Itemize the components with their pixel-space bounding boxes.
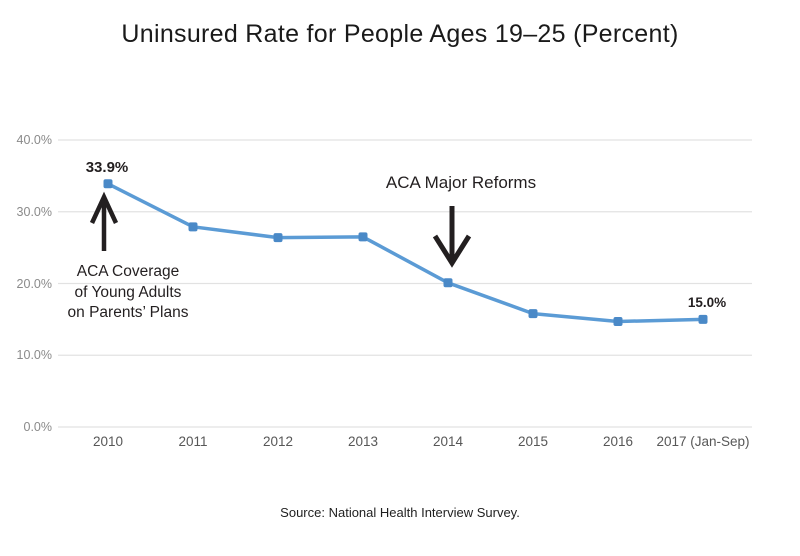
data-label: 33.9% <box>85 159 129 177</box>
data-point-marker <box>273 233 283 243</box>
x-axis-tick-label: 2010 <box>92 434 124 449</box>
x-axis-tick-label: 2017 (Jan-Sep) <box>656 434 750 449</box>
down-arrow <box>432 206 472 268</box>
x-axis-tick-label: 2015 <box>517 434 549 449</box>
x-axis-tick-label: 2011 <box>178 434 208 449</box>
up-arrow <box>89 191 119 251</box>
y-axis-tick-label: 10.0% <box>16 348 52 363</box>
x-axis-tick-label: 2012 <box>262 434 294 449</box>
x-axis-tick-label: 2016 <box>602 434 634 449</box>
chart-title: Uninsured Rate for People Ages 19–25 (Pe… <box>121 20 679 48</box>
series-line <box>106 182 705 324</box>
data-point-marker <box>443 278 453 288</box>
x-axis-tick-label: 2013 <box>347 434 379 449</box>
data-point-marker <box>613 317 623 327</box>
y-axis-tick-label: 40.0% <box>16 133 52 147</box>
data-point-marker <box>528 309 538 319</box>
data-point-marker <box>188 222 198 232</box>
y-axis-tick-label: 30.0% <box>16 204 52 219</box>
x-axis-tick-label: 2014 <box>432 434 464 449</box>
y-axis-tick-label: 0.0% <box>23 420 53 434</box>
annotation-major-reforms: ACA Major Reforms <box>385 173 537 192</box>
data-point-marker <box>103 179 113 189</box>
y-axis-tick-label: 20.0% <box>16 276 52 291</box>
data-label: 15.0% <box>687 294 727 310</box>
data-point-marker <box>698 314 708 324</box>
annotation-young-adults: ACA Coverage of Young Adults on Parents’… <box>67 263 189 321</box>
source-note: Source: National Health Interview Survey… <box>280 505 520 520</box>
data-point-marker <box>358 232 368 242</box>
